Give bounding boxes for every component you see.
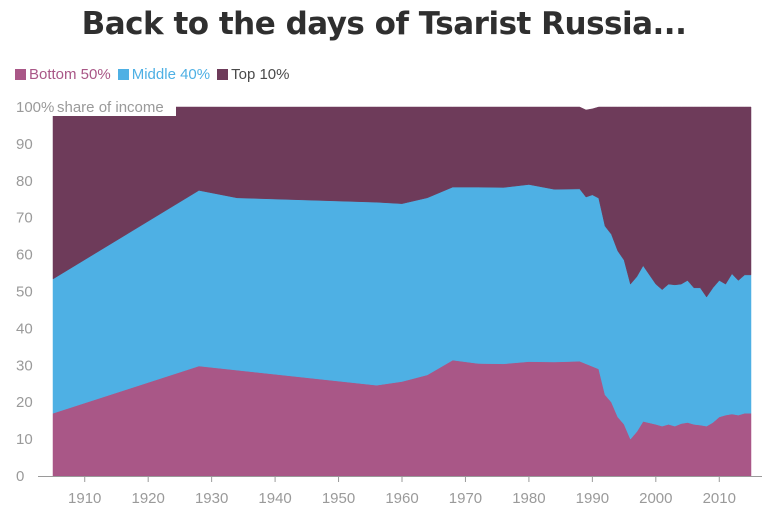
y-tick-label: 100%: [16, 99, 54, 116]
legend: Bottom 50% Middle 40% Top 10%: [15, 66, 296, 83]
y-axis-label-background: [14, 98, 176, 116]
y-tick-label: 30: [16, 357, 33, 374]
y-tick-label: 50: [16, 284, 33, 301]
y-tick-label: 20: [16, 394, 33, 411]
x-tick-label: 1950: [322, 490, 355, 507]
y-tick-label: 60: [16, 247, 33, 264]
legend-item-bottom-50[interactable]: Bottom 50%: [15, 66, 111, 83]
legend-label-top-10: Top 10%: [231, 66, 290, 83]
legend-label-bottom-50: Bottom 50%: [29, 66, 111, 83]
x-tick-label: 1930: [195, 490, 228, 507]
y-axis-label: share of income: [57, 99, 164, 116]
y-tick-label: 90: [16, 136, 33, 153]
area-top-10[interactable]: [52, 106, 752, 298]
y-tick-label: 40: [16, 320, 33, 337]
legend-item-middle-40[interactable]: Middle 40%: [117, 66, 211, 83]
x-tick-label: 1960: [385, 490, 418, 507]
y-tick-label: 80: [16, 173, 33, 190]
x-tick-label: 1990: [576, 490, 609, 507]
x-tick-label: 1940: [258, 490, 291, 507]
x-tick-label: 2000: [639, 490, 672, 507]
legend-item-top-10[interactable]: Top 10%: [217, 66, 289, 83]
x-tick-label: 1980: [512, 490, 545, 507]
legend-swatch-top-10: [217, 69, 229, 80]
legend-swatch-middle-40: [117, 69, 129, 80]
x-tick-label: 2010: [703, 490, 736, 507]
x-tick-label: 1970: [449, 490, 482, 507]
y-tick-label: 10: [16, 431, 33, 448]
x-tick-label: 1920: [131, 490, 164, 507]
chart-title: Back to the days of Tsarist Russia...: [81, 6, 687, 42]
x-tick-label: 1910: [68, 490, 101, 507]
legend-label-middle-40: Middle 40%: [131, 66, 211, 83]
y-tick-label: 70: [16, 210, 33, 227]
y-tick-label: 0: [16, 468, 24, 485]
legend-swatch-bottom-50: [15, 69, 26, 80]
